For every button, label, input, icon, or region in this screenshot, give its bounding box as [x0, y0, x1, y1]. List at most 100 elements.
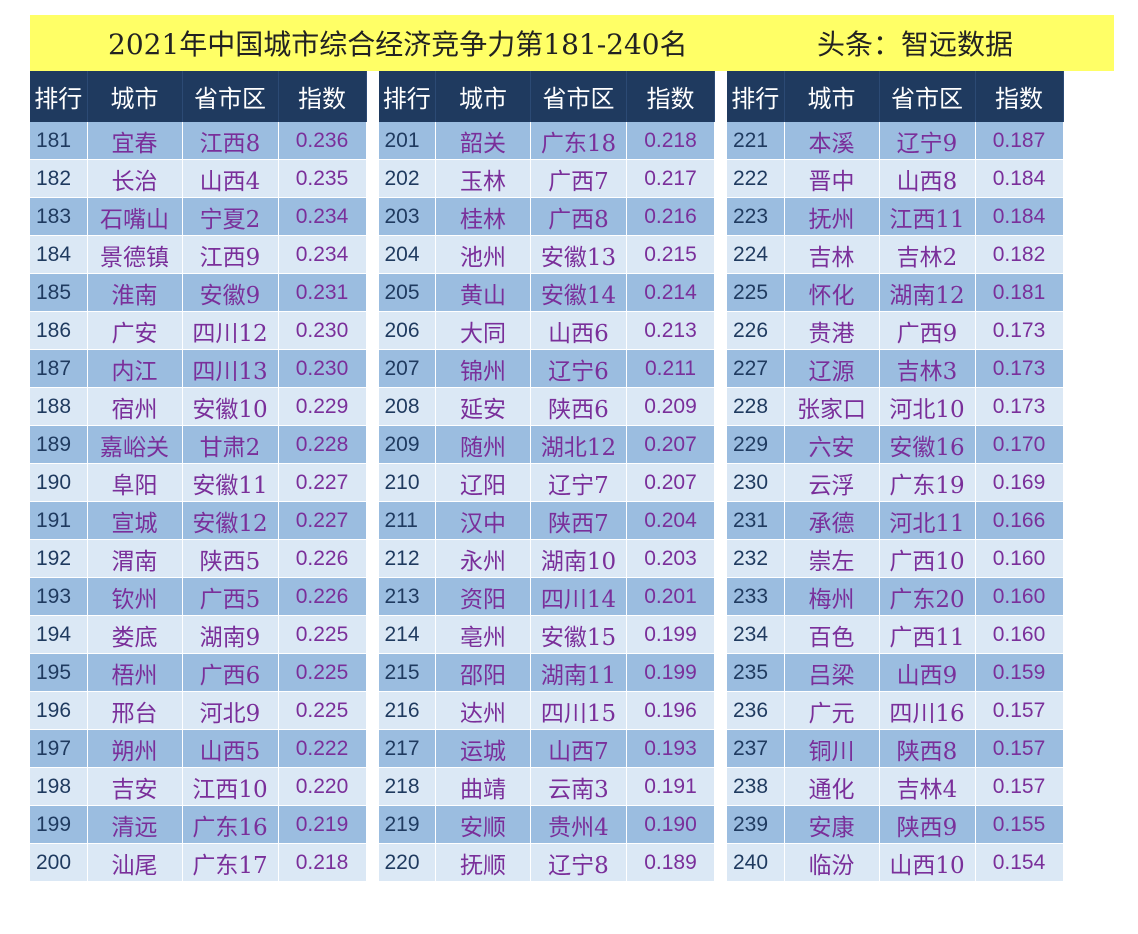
province-cell: 山西6 — [530, 311, 627, 350]
city-cell: 怀化 — [784, 273, 880, 312]
table-row: 225 怀化 湖南12 0.181 — [727, 273, 1064, 312]
province-cell: 山西8 — [879, 159, 976, 198]
table-header-row: 排行 城市 省市区 指数 — [30, 71, 367, 122]
index-cell: 0.231 — [278, 273, 367, 312]
column-header: 省市区 — [879, 71, 976, 122]
province-cell: 陕西9 — [879, 805, 976, 844]
province-cell: 广西9 — [879, 311, 976, 350]
index-cell: 0.215 — [626, 235, 715, 274]
rank-cell: 222 — [727, 159, 785, 198]
province-cell: 陕西5 — [182, 539, 279, 578]
table-header-row: 排行 城市 省市区 指数 — [378, 71, 715, 122]
province-cell: 云南3 — [530, 767, 627, 806]
table-row: 211 汉中 陕西7 0.204 — [378, 501, 715, 540]
city-cell: 安康 — [784, 805, 880, 844]
rank-cell: 226 — [727, 311, 785, 350]
table-row: 237 铜川 陕西8 0.157 — [727, 729, 1064, 768]
index-cell: 0.207 — [626, 425, 715, 464]
province-cell: 吉林4 — [879, 767, 976, 806]
province-cell: 湖北12 — [530, 425, 627, 464]
rank-cell: 217 — [378, 729, 436, 768]
table-row: 228 张家口 河北10 0.173 — [727, 387, 1064, 426]
index-cell: 0.207 — [626, 463, 715, 502]
page-title: 2021年中国城市综合经济竞争力第181-240名 — [108, 28, 688, 61]
city-cell: 大同 — [435, 311, 531, 350]
city-cell: 汕尾 — [87, 843, 183, 882]
table-row: 222 晋中 山西8 0.184 — [727, 159, 1064, 198]
rank-cell: 193 — [30, 577, 88, 616]
rank-cell: 230 — [727, 463, 785, 502]
province-cell: 辽宁7 — [530, 463, 627, 502]
province-cell: 四川12 — [182, 311, 279, 350]
index-cell: 0.225 — [278, 653, 367, 692]
table-row: 226 贵港 广西9 0.173 — [727, 311, 1064, 350]
city-cell: 韶关 — [435, 122, 531, 160]
city-cell: 通化 — [784, 767, 880, 806]
index-cell: 0.229 — [278, 387, 367, 426]
index-cell: 0.213 — [626, 311, 715, 350]
city-cell: 安顺 — [435, 805, 531, 844]
city-cell: 宿州 — [87, 387, 183, 426]
index-cell: 0.230 — [278, 349, 367, 388]
province-cell: 吉林2 — [879, 235, 976, 274]
province-cell: 安徽10 — [182, 387, 279, 426]
rank-cell: 189 — [30, 425, 88, 464]
province-cell: 广东16 — [182, 805, 279, 844]
province-cell: 湖南11 — [530, 653, 627, 692]
city-cell: 本溪 — [784, 122, 880, 160]
province-cell: 宁夏2 — [182, 197, 279, 236]
index-cell: 0.214 — [626, 273, 715, 312]
rank-cell: 225 — [727, 273, 785, 312]
column-header: 指数 — [278, 71, 367, 122]
index-cell: 0.209 — [626, 387, 715, 426]
rank-cell: 184 — [30, 235, 88, 274]
rank-cell: 238 — [727, 767, 785, 806]
province-cell: 广西5 — [182, 577, 279, 616]
index-cell: 0.227 — [278, 501, 367, 540]
rank-cell: 188 — [30, 387, 88, 426]
city-cell: 锦州 — [435, 349, 531, 388]
table-row: 232 崇左 广西10 0.160 — [727, 539, 1064, 578]
province-cell: 江西10 — [182, 767, 279, 806]
rank-cell: 233 — [727, 577, 785, 616]
table-row: 227 辽源 吉林3 0.173 — [727, 349, 1064, 388]
table-row: 223 抚州 江西11 0.184 — [727, 197, 1064, 236]
index-cell: 0.236 — [278, 122, 367, 160]
province-cell: 广东18 — [530, 122, 627, 160]
rank-cell: 206 — [378, 311, 436, 350]
index-cell: 0.166 — [975, 501, 1064, 540]
city-cell: 抚州 — [784, 197, 880, 236]
index-cell: 0.218 — [278, 843, 367, 882]
table-row: 206 大同 山西6 0.213 — [378, 311, 715, 350]
rank-cell: 203 — [378, 197, 436, 236]
table-row: 224 吉林 吉林2 0.182 — [727, 235, 1064, 274]
province-cell: 辽宁9 — [879, 122, 976, 160]
province-cell: 湖南10 — [530, 539, 627, 578]
province-cell: 江西9 — [182, 235, 279, 274]
province-cell: 吉林3 — [879, 349, 976, 388]
province-cell: 山西5 — [182, 729, 279, 768]
index-cell: 0.193 — [626, 729, 715, 768]
index-cell: 0.196 — [626, 691, 715, 730]
city-cell: 永州 — [435, 539, 531, 578]
title-banner: 2021年中国城市综合经济竞争力第181-240名 头条：智远数据 — [30, 15, 1114, 71]
rank-cell: 208 — [378, 387, 436, 426]
city-cell: 朔州 — [87, 729, 183, 768]
province-cell: 安徽16 — [879, 425, 976, 464]
city-cell: 吕梁 — [784, 653, 880, 692]
ranking-table-3: 排行 城市 省市区 指数 221 本溪 辽宁9 0.187 222 晋中 山西8 0.184 223 抚州… — [727, 71, 1064, 882]
table-row: 202 玉林 广西7 0.217 — [378, 159, 715, 198]
index-cell: 0.157 — [975, 691, 1064, 730]
city-cell: 临汾 — [784, 843, 880, 882]
city-cell: 内江 — [87, 349, 183, 388]
province-cell: 广东17 — [182, 843, 279, 882]
city-cell: 随州 — [435, 425, 531, 464]
rank-cell: 236 — [727, 691, 785, 730]
index-cell: 0.222 — [278, 729, 367, 768]
rank-cell: 192 — [30, 539, 88, 578]
table-row: 191 宣城 安徽12 0.227 — [30, 501, 367, 540]
source-label: 头条：智远数据 — [817, 28, 1014, 61]
table-row: 239 安康 陕西9 0.155 — [727, 805, 1064, 844]
rank-cell: 224 — [727, 235, 785, 274]
rank-cell: 228 — [727, 387, 785, 426]
